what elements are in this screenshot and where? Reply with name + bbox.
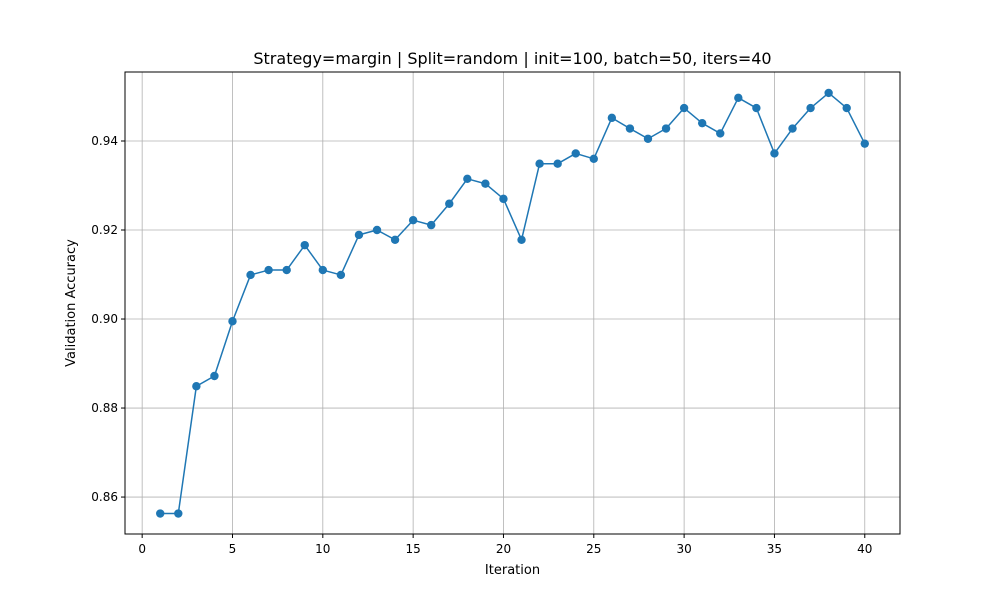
- x-tick-label: 10: [315, 542, 330, 556]
- data-point: [553, 159, 562, 168]
- data-point: [806, 103, 815, 113]
- x-tick-label: 30: [676, 542, 691, 556]
- x-tick-label: 35: [767, 542, 782, 556]
- data-point: [607, 113, 617, 123]
- data-point: [390, 235, 400, 244]
- data-point: [860, 139, 869, 148]
- data-point: [824, 88, 833, 98]
- series-layer: [156, 88, 869, 518]
- grid: [125, 72, 900, 534]
- chart-title: Strategy=margin | Split=random | init=10…: [253, 49, 771, 68]
- data-point: [716, 129, 725, 138]
- data-point: [282, 265, 291, 275]
- data-point: [156, 509, 165, 518]
- data-point: [571, 149, 580, 158]
- x-tick-label: 20: [496, 542, 511, 556]
- data-point: [463, 174, 472, 184]
- data-point: [589, 154, 598, 163]
- data-point: [517, 235, 526, 244]
- data-point: [535, 159, 544, 168]
- series-line: [160, 92, 866, 515]
- data-point: [354, 230, 364, 240]
- y-tick-label: 0.88: [91, 401, 118, 415]
- y-tick-label: 0.92: [91, 223, 118, 237]
- axis-ticks: 0 5 10 15 20 25 30 35 40 0.86 0.88 0.90 0.92 0.94: [91, 134, 872, 556]
- data-point: [697, 118, 707, 128]
- data-point: [264, 265, 273, 275]
- data-point: [445, 199, 454, 208]
- data-point: [246, 270, 255, 280]
- x-tick-label: 25: [586, 542, 601, 556]
- data-point: [427, 220, 436, 230]
- x-tick-label: 40: [857, 542, 872, 556]
- y-tick-label: 0.90: [91, 312, 118, 326]
- data-point: [210, 371, 219, 381]
- x-tick-label: 0: [138, 542, 146, 556]
- data-point: [318, 265, 328, 275]
- data-point: [842, 103, 851, 113]
- data-point: [174, 509, 183, 518]
- data-point: [752, 103, 761, 113]
- data-point: [372, 225, 382, 235]
- data-point: [408, 216, 418, 225]
- data-point: [643, 134, 653, 143]
- data-point: [481, 179, 490, 188]
- data-point: [770, 149, 779, 158]
- y-tick-label: 0.94: [91, 134, 118, 148]
- y-tick-label: 0.86: [91, 490, 118, 504]
- data-point: [336, 270, 346, 280]
- data-point: [679, 103, 689, 113]
- data-point: [300, 240, 309, 250]
- x-tick-label: 5: [229, 542, 237, 556]
- y-axis-label: Validation Accuracy: [64, 239, 79, 367]
- x-tick-label: 15: [406, 542, 421, 556]
- data-point: [661, 124, 671, 133]
- data-point: [499, 194, 508, 204]
- data-point: [228, 317, 237, 326]
- data-point: [192, 382, 201, 391]
- data-point: [625, 124, 635, 133]
- plot-area-frame: [124, 71, 901, 535]
- data-point: [734, 93, 743, 103]
- data-point: [788, 124, 797, 133]
- x-axis-label: Iteration: [485, 563, 540, 578]
